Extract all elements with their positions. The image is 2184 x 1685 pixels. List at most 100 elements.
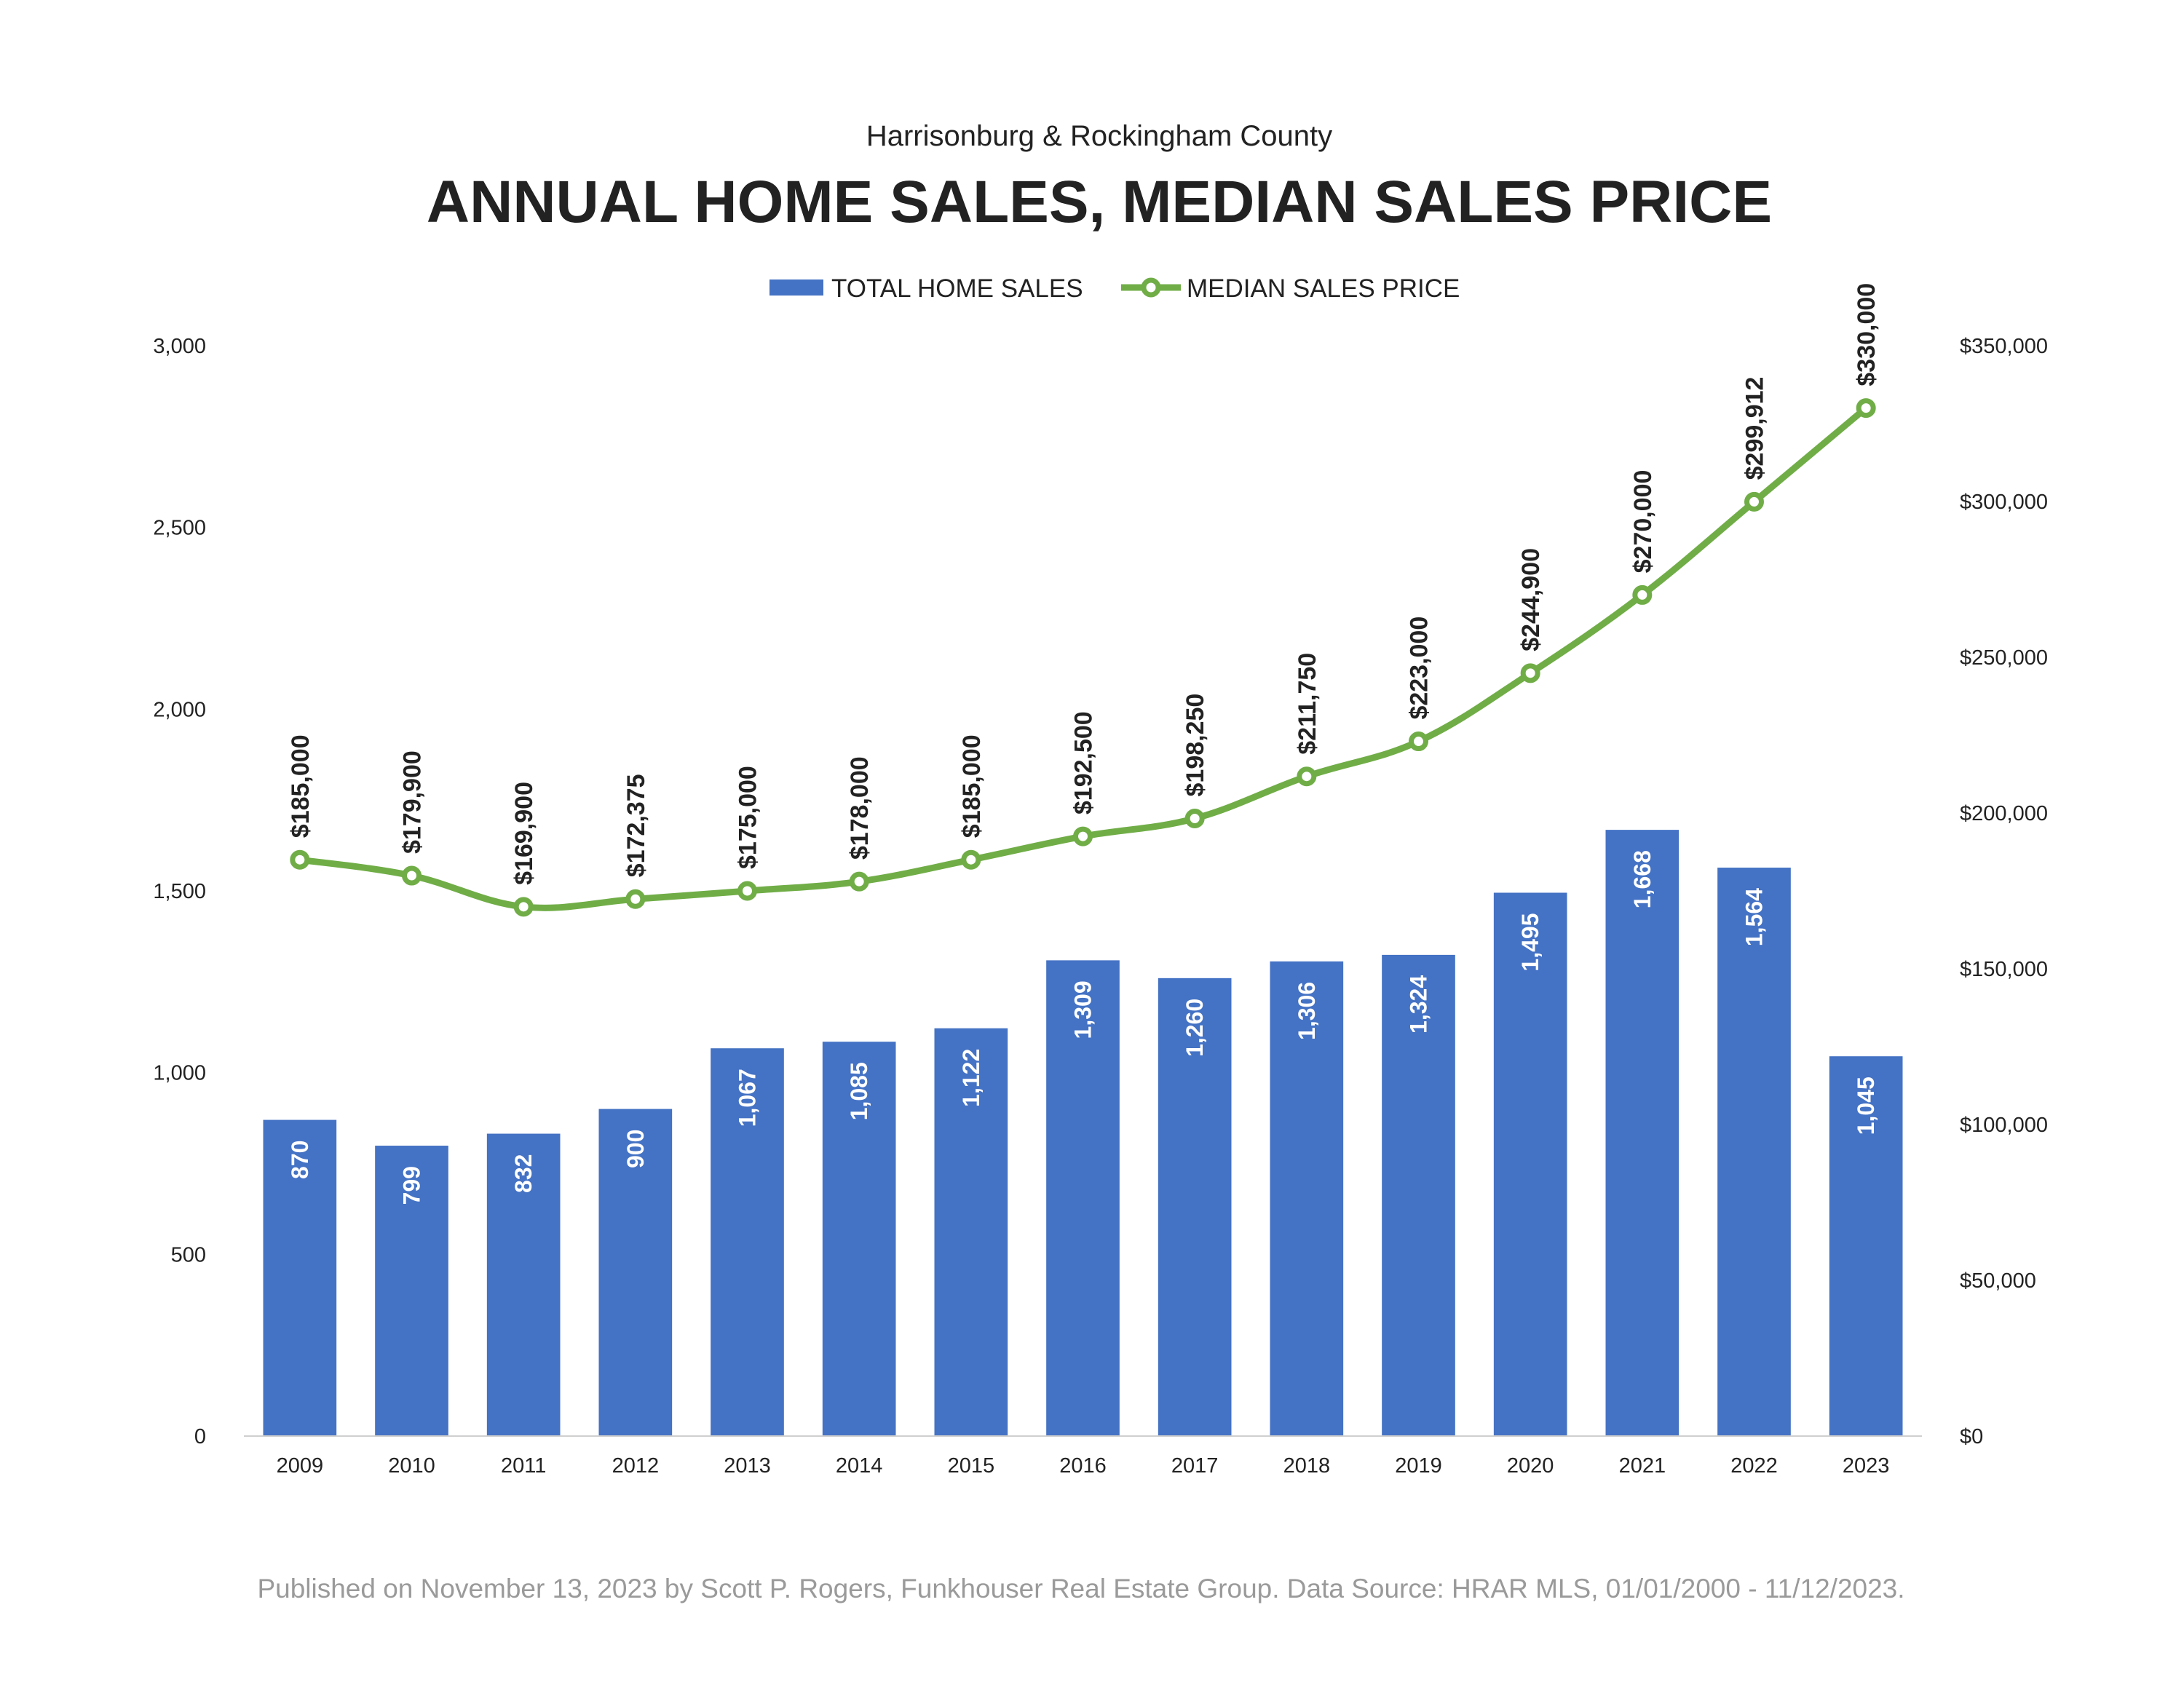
line-point — [1297, 766, 1317, 787]
line-point — [961, 849, 981, 870]
y-left-tick-label: 2,000 — [153, 698, 206, 721]
bar — [263, 1119, 337, 1436]
median-price-line — [296, 405, 1870, 911]
line-data-label: $175,000 — [735, 766, 762, 869]
bar-data-label: 1,324 — [1406, 975, 1432, 1034]
y-right-tick-label: $250,000 — [1960, 646, 2048, 670]
y-right-tick-label: $150,000 — [1960, 958, 2048, 981]
y-left-tick-label: 2,500 — [153, 517, 206, 540]
x-tick-label: 2017 — [1171, 1454, 1219, 1478]
line-data-label: $179,900 — [399, 750, 427, 854]
x-tick-label: 2013 — [724, 1454, 771, 1478]
bar-data-label: 870 — [287, 1141, 313, 1179]
line-data-label: $178,000 — [846, 756, 874, 860]
y-left-tick-label: 1,500 — [153, 880, 206, 903]
line-point — [1632, 584, 1653, 605]
x-tick-label: 2016 — [1059, 1454, 1107, 1478]
x-tick-label: 2014 — [836, 1454, 883, 1478]
bar — [1046, 960, 1120, 1436]
bar-data-label: 1,495 — [1517, 913, 1543, 971]
bar-data-label: 1,668 — [1629, 850, 1655, 908]
line-data-label: $185,000 — [958, 734, 986, 838]
y-left-tick-label: 500 — [171, 1243, 206, 1266]
line-point — [849, 871, 869, 892]
bar-data-label: 799 — [399, 1166, 425, 1205]
bar — [1158, 978, 1232, 1436]
x-tick-label: 2019 — [1395, 1454, 1442, 1478]
line-data-label: $172,375 — [622, 774, 650, 877]
line-data-label: $169,900 — [510, 782, 538, 885]
bar — [822, 1042, 896, 1436]
bar-data-label: 900 — [622, 1130, 649, 1168]
legend-label-median-sales-price: MEDIAN SALES PRICE — [1187, 274, 1460, 303]
x-tick-label: 2023 — [1843, 1454, 1890, 1478]
legend-label-total-home-sales: TOTAL HOME SALES — [831, 274, 1083, 303]
bar-data-label: 1,067 — [735, 1069, 761, 1127]
x-tick-label: 2021 — [1619, 1454, 1666, 1478]
bar — [1493, 892, 1567, 1436]
bar-data-label: 1,122 — [958, 1049, 984, 1107]
right-axis: $0 $50,000 $100,000 $150,000 $200,000 $250,00… — [1960, 335, 2048, 1448]
bar-series: 870 799 832 900 1,067 1,085 1,122 1,309 1,260 1,3… — [263, 830, 1903, 1436]
line-series: $185,000 $179,900 $169,900 $172,375 $175,000… — [287, 283, 1880, 917]
bar — [1270, 961, 1344, 1436]
line-data-label: $330,000 — [1853, 283, 1880, 386]
bar — [1382, 954, 1455, 1436]
bar-data-label: 1,564 — [1741, 888, 1768, 946]
line-data-label: $244,900 — [1517, 548, 1545, 651]
bar — [711, 1048, 784, 1436]
bar-data-label: 1,085 — [846, 1062, 872, 1120]
chart-subtitle: Harrisonburg & Rockingham County — [866, 120, 1332, 152]
line-data-label: $192,500 — [1070, 711, 1098, 814]
line-data-label: $185,000 — [287, 734, 314, 838]
bar — [934, 1028, 1008, 1436]
bar — [598, 1109, 673, 1436]
y-left-tick-label: 1,000 — [153, 1062, 206, 1085]
y-right-tick-label: $350,000 — [1960, 335, 2048, 358]
line-data-label: $299,912 — [1741, 377, 1769, 480]
line-point — [513, 897, 534, 917]
y-left-tick-label: 3,000 — [153, 335, 206, 358]
legend: TOTAL HOME SALES MEDIAN SALES PRICE — [769, 274, 1460, 303]
legend-marker-median-sales-price — [1141, 277, 1161, 298]
x-tick-label: 2012 — [612, 1454, 660, 1478]
x-axis: 2009 2010 2011 2012 2013 2014 2015 2016 2017 2018… — [277, 1454, 1890, 1478]
bar-data-label: 1,260 — [1182, 999, 1208, 1057]
line-data-label: $270,000 — [1629, 470, 1657, 574]
line-point — [1184, 808, 1205, 828]
bar — [1605, 830, 1679, 1436]
left-axis: 0 500 1,000 1,500 2,000 2,500 3,000 — [153, 335, 206, 1448]
bar-data-label: 1,045 — [1853, 1077, 1879, 1135]
footer-note: Published on November 13, 2023 by Scott … — [257, 1574, 1904, 1603]
bar — [375, 1146, 448, 1436]
bar — [486, 1133, 561, 1436]
line-point — [1520, 663, 1540, 683]
line-point — [402, 865, 422, 886]
y-left-tick-label: 0 — [194, 1425, 206, 1448]
bar-data-label: 1,306 — [1294, 982, 1320, 1040]
y-right-tick-label: $200,000 — [1960, 802, 2048, 825]
x-tick-label: 2011 — [501, 1454, 546, 1478]
x-tick-label: 2018 — [1283, 1454, 1331, 1478]
line-point — [625, 889, 646, 909]
x-tick-label: 2015 — [948, 1454, 995, 1478]
chart-title: ANNUAL HOME SALES, MEDIAN SALES PRICE — [427, 169, 1772, 235]
line-point — [1744, 491, 1764, 512]
bar — [1717, 868, 1791, 1436]
x-tick-label: 2022 — [1730, 1454, 1778, 1478]
x-tick-label: 2009 — [277, 1454, 324, 1478]
line-point — [1073, 826, 1093, 847]
line-data-label: $198,250 — [1182, 694, 1209, 797]
line-point — [1409, 732, 1428, 752]
bar-data-label: 832 — [510, 1154, 537, 1193]
line-point — [290, 849, 310, 870]
x-tick-label: 2020 — [1507, 1454, 1554, 1478]
line-data-label: $211,750 — [1294, 653, 1321, 755]
y-right-tick-label: $0 — [1960, 1425, 1983, 1448]
line-point — [737, 881, 757, 901]
bar — [1829, 1056, 1903, 1436]
line-point — [1856, 398, 1876, 419]
line-data-label: $223,000 — [1406, 616, 1433, 720]
bar-data-label: 1,309 — [1070, 980, 1096, 1039]
